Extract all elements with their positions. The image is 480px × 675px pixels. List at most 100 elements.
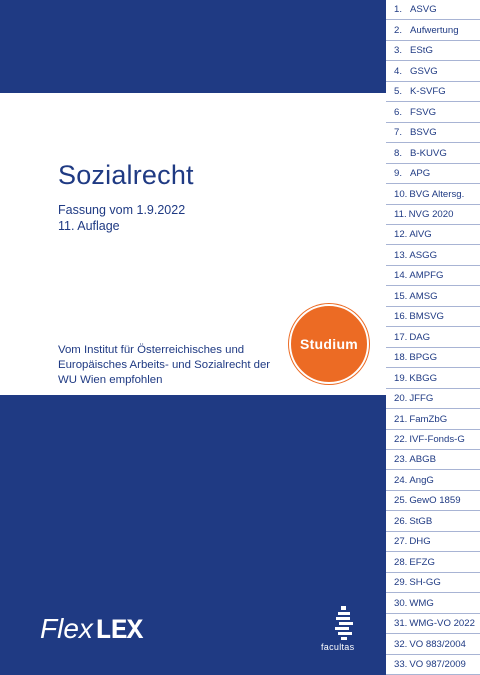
book-title: Sozialrecht — [58, 160, 194, 190]
register-item: 19. KBGG — [386, 369, 480, 389]
register-number: 28. — [394, 556, 408, 568]
register-number: 17. — [394, 331, 408, 343]
register-number: 18. — [394, 352, 408, 364]
register-item: 2. Aufwertung — [386, 21, 480, 41]
register-label: BVG Altersg. — [409, 188, 465, 200]
register-item: 15. AMSG — [386, 287, 480, 307]
register-label: AngG — [409, 474, 434, 486]
register-item: 9. APG — [386, 164, 480, 185]
endorsement-line: Europäisches Arbeits- und Sozialrecht de… — [58, 359, 271, 371]
register-item: 8. B-KUVG — [386, 144, 480, 164]
register-item: 5. K-SVFG — [386, 82, 480, 103]
register-item: 30. WMG — [386, 594, 480, 614]
register-number: 5. — [394, 86, 403, 98]
register-number: 16. — [394, 311, 408, 323]
register-label: Aufwertung — [410, 24, 459, 36]
register-item: 13. ASGG — [386, 246, 480, 266]
register-number: 10. — [394, 188, 408, 200]
register-label: ASVG — [410, 4, 437, 16]
register-item: 18. BPGG — [386, 348, 480, 369]
register-number: 11. — [394, 209, 407, 220]
register-number: 26. — [394, 515, 408, 527]
register-item: 24. AngG — [386, 471, 480, 491]
register-label: FSVG — [410, 106, 437, 118]
register-label: BPGG — [409, 352, 438, 364]
register-item: 26. StGB — [386, 512, 480, 532]
register-number: 22. — [394, 434, 408, 445]
register-item: 25. GewO 1859 — [386, 491, 480, 512]
register-label: EStG — [410, 45, 433, 57]
studium-badge: Studium — [289, 304, 369, 384]
register-number: 15. — [394, 290, 408, 302]
register-number: 19. — [394, 372, 408, 384]
register-label: KBGG — [409, 372, 438, 384]
register-number: 4. — [394, 65, 403, 77]
register-item: 17. DAG — [386, 328, 480, 348]
register-label: AlVG — [409, 229, 432, 241]
endorsement-line: WU Wien empfohlen — [58, 374, 163, 386]
register-label: AMSG — [409, 290, 438, 302]
endorsement-text: Vom Institut für Österreichisches und Eu… — [58, 343, 388, 388]
register-number: 24. — [394, 474, 408, 486]
register-number: 30. — [394, 597, 408, 609]
register-item: 12. AlVG — [386, 225, 480, 246]
register-number: 1. — [394, 4, 403, 16]
register-label: GewO 1859 — [409, 495, 461, 507]
register-number: 6. — [394, 106, 403, 118]
register-item: 21. FamZbG — [386, 410, 480, 430]
register-item: 27. DHG — [386, 532, 480, 553]
register-label: GSVG — [410, 65, 438, 77]
register-label: ABGB — [409, 454, 437, 466]
register-tabs: 1. ASVG 2. Aufwertung 3. EStG 4. GSVG 5. K-SVFG 6.… — [386, 0, 480, 675]
register-number: 27. — [394, 536, 408, 548]
register-item: 32. VO 883/2004 — [386, 635, 480, 655]
register-label: StGB — [409, 515, 433, 527]
register-number: 9. — [394, 168, 403, 180]
register-item: 23. ABGB — [386, 450, 480, 471]
register-label: VO 987/2009 — [409, 659, 466, 670]
register-label: B-KUVG — [410, 147, 447, 159]
register-item: 22. IVF-Fonds-G — [386, 430, 480, 450]
register-number: 2. — [394, 24, 403, 36]
register-number: 33. — [394, 659, 408, 670]
facultas-logo-icon — [335, 606, 353, 640]
register-number: 12. — [394, 229, 408, 241]
register-label: JFFG — [409, 393, 434, 405]
register-label: AMPFG — [409, 270, 444, 282]
register-number: 13. — [394, 249, 408, 261]
register-number: 31. — [394, 618, 408, 630]
edition-date: Fassung vom 1.9.2022 — [58, 203, 186, 217]
logo-lex: LEX — [94, 616, 143, 647]
register-label: FamZbG — [409, 413, 448, 425]
register-number: 8. — [394, 147, 403, 159]
register-label: ASGG — [409, 249, 438, 261]
register-number: 20. — [394, 393, 408, 405]
register-label: APG — [410, 168, 431, 180]
register-item: 7. BSVG — [386, 123, 480, 144]
register-label: DAG — [409, 331, 431, 343]
register-number: 14. — [394, 270, 408, 282]
register-label: DHG — [409, 536, 431, 548]
register-item: 10. BVG Altersg. — [386, 185, 480, 205]
register-label: NVG 2020 — [408, 209, 454, 220]
register-item: 29. SH-GG — [386, 573, 480, 594]
register-number: 29. — [394, 577, 408, 589]
register-number: 7. — [394, 127, 403, 139]
register-item: 33. VO 987/2009 — [386, 655, 480, 675]
endorsement-line: Vom Institut für Österreichisches und — [58, 344, 245, 356]
register-label: VO 883/2004 — [409, 638, 466, 650]
edition-info: Fassung vom 1.9.2022 11. Auflage — [58, 202, 185, 234]
register-label: IVF-Fonds-G — [409, 434, 465, 445]
register-item: 20. JFFG — [386, 389, 480, 410]
register-label: BSVG — [410, 127, 437, 139]
register-label: K-SVFG — [410, 86, 446, 98]
register-item: 4. GSVG — [386, 62, 480, 82]
publisher-name: facultas — [321, 642, 355, 652]
register-label: WMG-VO 2022 — [409, 618, 475, 630]
flexlex-logo: FlexLEX — [40, 614, 143, 647]
register-label: BMSVG — [409, 311, 444, 323]
register-number: 3. — [394, 45, 403, 57]
register-item: 1. ASVG — [386, 0, 480, 21]
register-item: 28. EFZG — [386, 553, 480, 573]
register-item: 6. FSVG — [386, 103, 480, 123]
